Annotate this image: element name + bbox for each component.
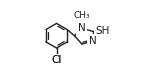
Text: Cl: Cl bbox=[51, 55, 62, 65]
Text: Cl: Cl bbox=[51, 55, 62, 65]
Text: SH: SH bbox=[96, 26, 110, 36]
Text: N: N bbox=[78, 23, 86, 33]
Text: CH₃: CH₃ bbox=[74, 11, 90, 20]
Text: SH: SH bbox=[96, 26, 110, 36]
Text: N: N bbox=[78, 23, 86, 33]
Text: Cl: Cl bbox=[51, 55, 62, 65]
Text: N: N bbox=[89, 36, 96, 46]
Text: CH₃: CH₃ bbox=[74, 11, 90, 20]
Text: N: N bbox=[89, 36, 96, 46]
